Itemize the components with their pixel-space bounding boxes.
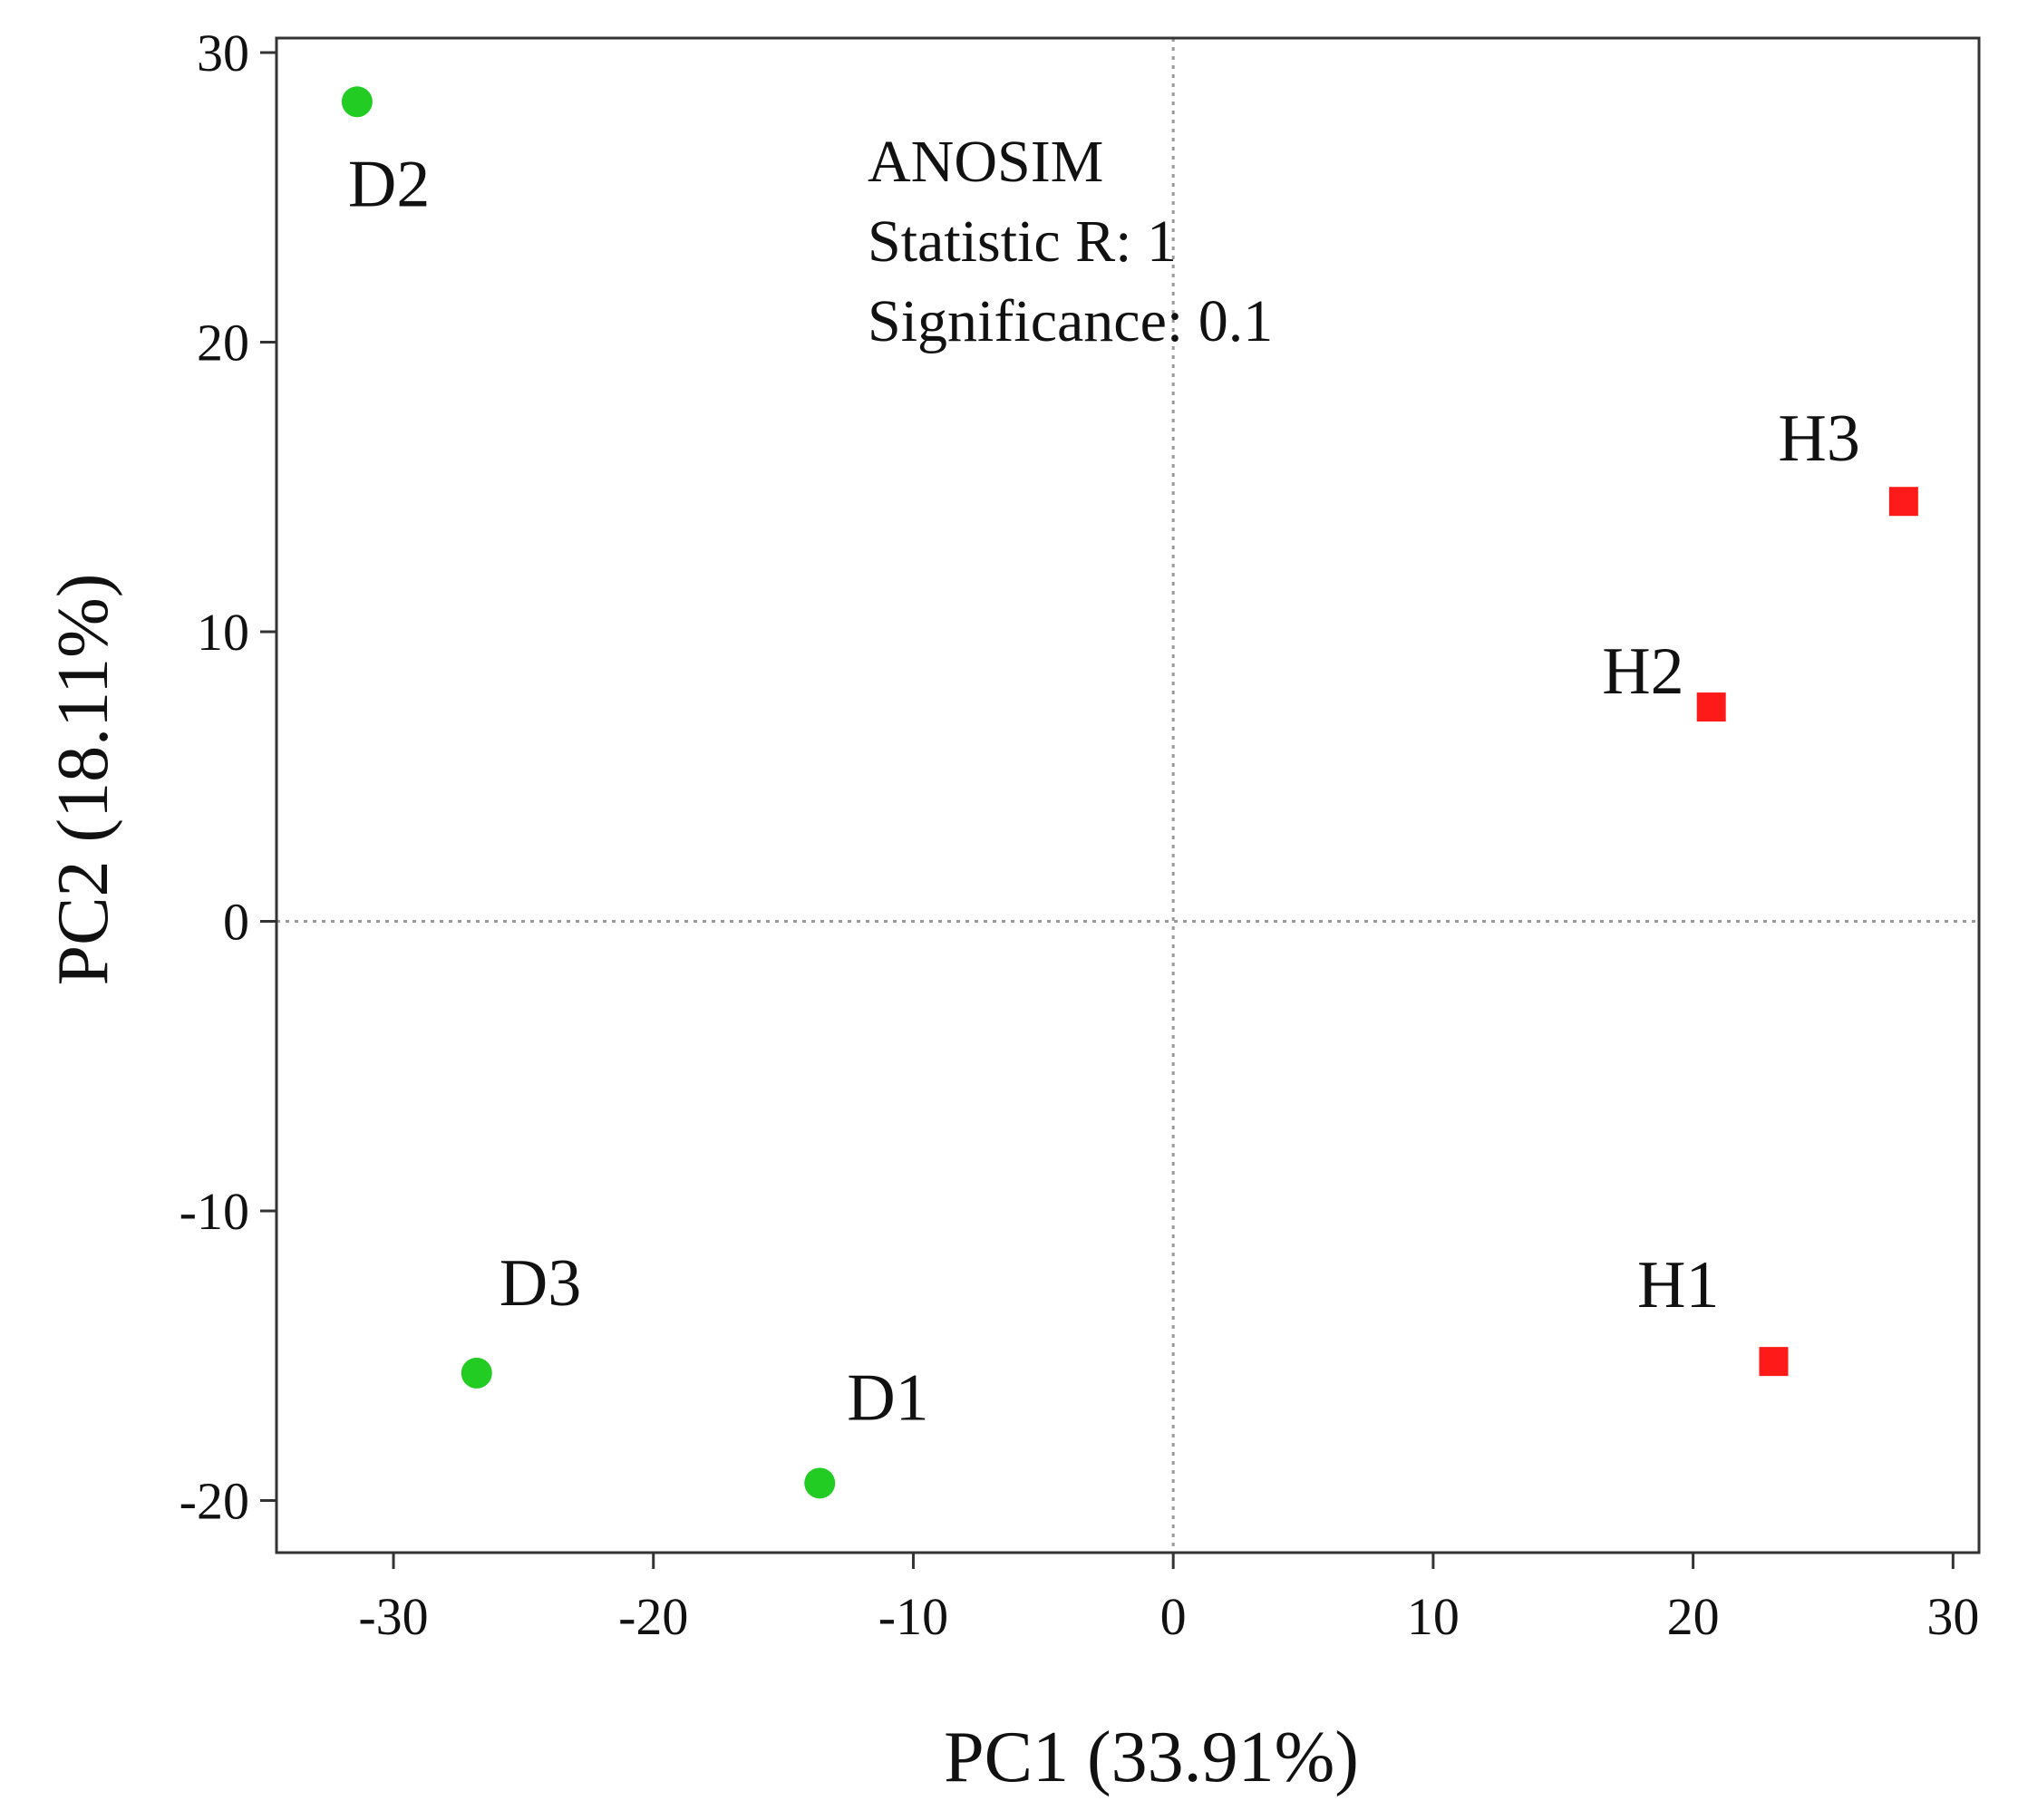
data-points: D1 D2 D3 H1 H2 H3 [341,86,1918,1499]
y-tick-label: -20 [179,1471,249,1530]
point-label-h3: H3 [1778,402,1859,476]
point-marker-h3 [1888,487,1918,517]
x-tick-label: -30 [358,1587,428,1646]
point-label-d1: D1 [847,1360,928,1435]
y-axis: -20 -10 0 10 20 30 [179,24,277,1530]
x-tick-label: 10 [1407,1587,1460,1646]
anosim-annotation: ANOSIM Statistic R: 1 Significance: 0.1 [868,129,1273,354]
y-tick-label: 10 [197,603,249,662]
zero-reference-lines [277,38,1979,1553]
x-tick-label: 0 [1160,1587,1187,1646]
point-label-d3: D3 [500,1246,581,1321]
point-marker-d3 [461,1357,492,1389]
x-axis-title: PC1 (33.91%) [944,1718,1359,1797]
point-label-d2: D2 [348,147,430,221]
y-tick-label: 0 [223,892,249,951]
x-tick-label: -20 [618,1587,688,1646]
point-label-h2: H2 [1602,634,1683,709]
x-axis: -30 -20 -10 0 10 20 30 [358,1553,1979,1646]
annotation-line: Statistic R: 1 [868,208,1177,275]
point-marker-h2 [1696,692,1726,722]
annotation-line: ANOSIM [868,129,1103,195]
y-tick-label: 20 [197,313,249,372]
x-tick-label: 20 [1667,1587,1720,1646]
y-tick-label: 30 [197,24,249,82]
plot-frame [275,36,1981,1554]
x-tick-label: 30 [1926,1587,1979,1646]
point-marker-d2 [341,86,373,118]
y-axis-title: PC2 (18.11%) [44,574,123,986]
annotation-line: Significance: 0.1 [868,288,1273,354]
point-marker-d1 [804,1467,836,1499]
point-marker-h1 [1759,1347,1789,1377]
x-tick-label: -10 [878,1587,948,1646]
point-label-h1: H1 [1637,1248,1719,1322]
y-tick-label: -10 [179,1182,249,1241]
